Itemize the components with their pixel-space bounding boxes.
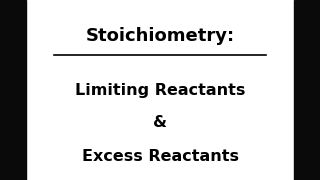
Bar [294,0,320,180]
Text: Excess Reactants: Excess Reactants [82,149,238,164]
Text: &: & [153,115,167,130]
Bar [0,0,26,180]
Text: Stoichiometry:: Stoichiometry: [85,27,235,45]
Text: Limiting Reactants: Limiting Reactants [75,82,245,98]
